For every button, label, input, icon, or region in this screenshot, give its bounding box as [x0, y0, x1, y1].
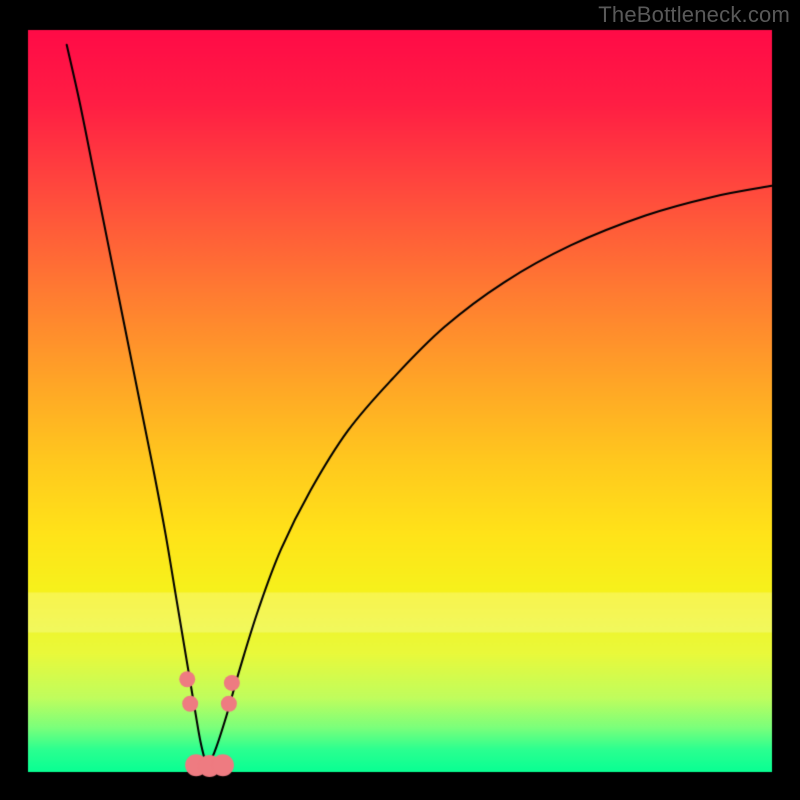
attribution-text: TheBottleneck.com: [598, 2, 790, 28]
chart-frame: TheBottleneck.com: [0, 0, 800, 800]
bottleneck-curve-chart: [0, 0, 800, 800]
